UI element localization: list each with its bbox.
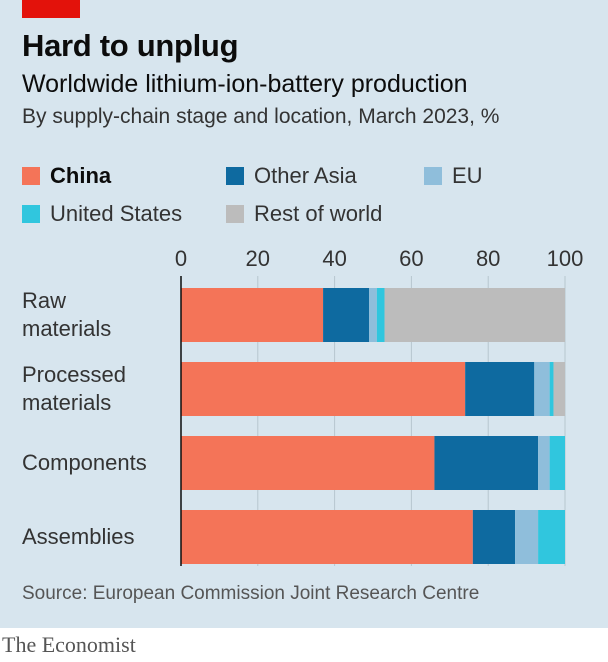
legend-label: EU — [452, 163, 483, 188]
x-tick-label: 60 — [399, 246, 424, 271]
bar-segment-china — [181, 288, 324, 342]
bar-segment-eu — [534, 362, 550, 416]
legend-item-eu: EU — [424, 162, 483, 190]
legend-item-china: China — [22, 162, 111, 190]
x-tick-label: 80 — [475, 246, 501, 271]
bar-segment-united-states — [549, 362, 554, 416]
legend-label: China — [50, 163, 112, 188]
category-label: Processed materials — [22, 362, 126, 415]
x-tick-label: 0 — [174, 246, 188, 271]
bar-chart — [180, 276, 566, 566]
category-label: Raw materials — [22, 288, 112, 341]
category-label: Components — [22, 450, 147, 475]
bar-segment-other-asia — [434, 436, 539, 490]
x-tick-label: 100 — [546, 246, 584, 271]
x-tick-label: 40 — [322, 246, 347, 271]
legend-swatch — [226, 205, 244, 223]
legend-swatch — [226, 167, 244, 185]
source-note: Source: European Commission Joint Resear… — [22, 583, 480, 604]
bar-segment-united-states — [376, 288, 385, 342]
chart-description: By supply-chain stage and location, Marc… — [22, 105, 500, 128]
legend-swatch — [424, 167, 442, 185]
legend-swatch — [22, 167, 40, 185]
legend-item-rest-of-world: Rest of world — [226, 200, 382, 228]
category-label: Assemblies — [22, 524, 135, 549]
legend-swatch — [22, 205, 40, 223]
bar-segment-eu — [515, 510, 539, 564]
chart-subtitle: Worldwide lithium-ion-battery production — [22, 70, 468, 98]
legend-label: Other Asia — [254, 163, 357, 188]
bar-segment-eu — [369, 288, 377, 342]
bar-segment-rest-of-world — [553, 362, 565, 416]
bar-segment-other-asia — [465, 362, 535, 416]
bar-segment-eu — [538, 436, 550, 490]
bar-segment-other-asia — [323, 288, 370, 342]
chart-title: Hard to unplug — [22, 28, 239, 63]
bar-segment-china — [181, 510, 473, 564]
legend-item-united-states: United States — [22, 200, 182, 228]
bar-segment-rest-of-world — [384, 288, 565, 342]
legend-label: United States — [50, 201, 183, 226]
bar-segment-united-states — [538, 510, 565, 564]
legend-label: Rest of world — [254, 201, 383, 226]
bar-segment-other-asia — [472, 510, 516, 564]
bar-segment-china — [181, 436, 435, 490]
bar-segment-china — [181, 362, 466, 416]
publisher-logo: The Economist — [2, 632, 136, 657]
bar-segment-united-states — [549, 436, 565, 490]
brand-tag — [22, 0, 80, 18]
legend-item-other-asia: Other Asia — [226, 162, 357, 190]
x-tick-label: 20 — [245, 246, 271, 271]
